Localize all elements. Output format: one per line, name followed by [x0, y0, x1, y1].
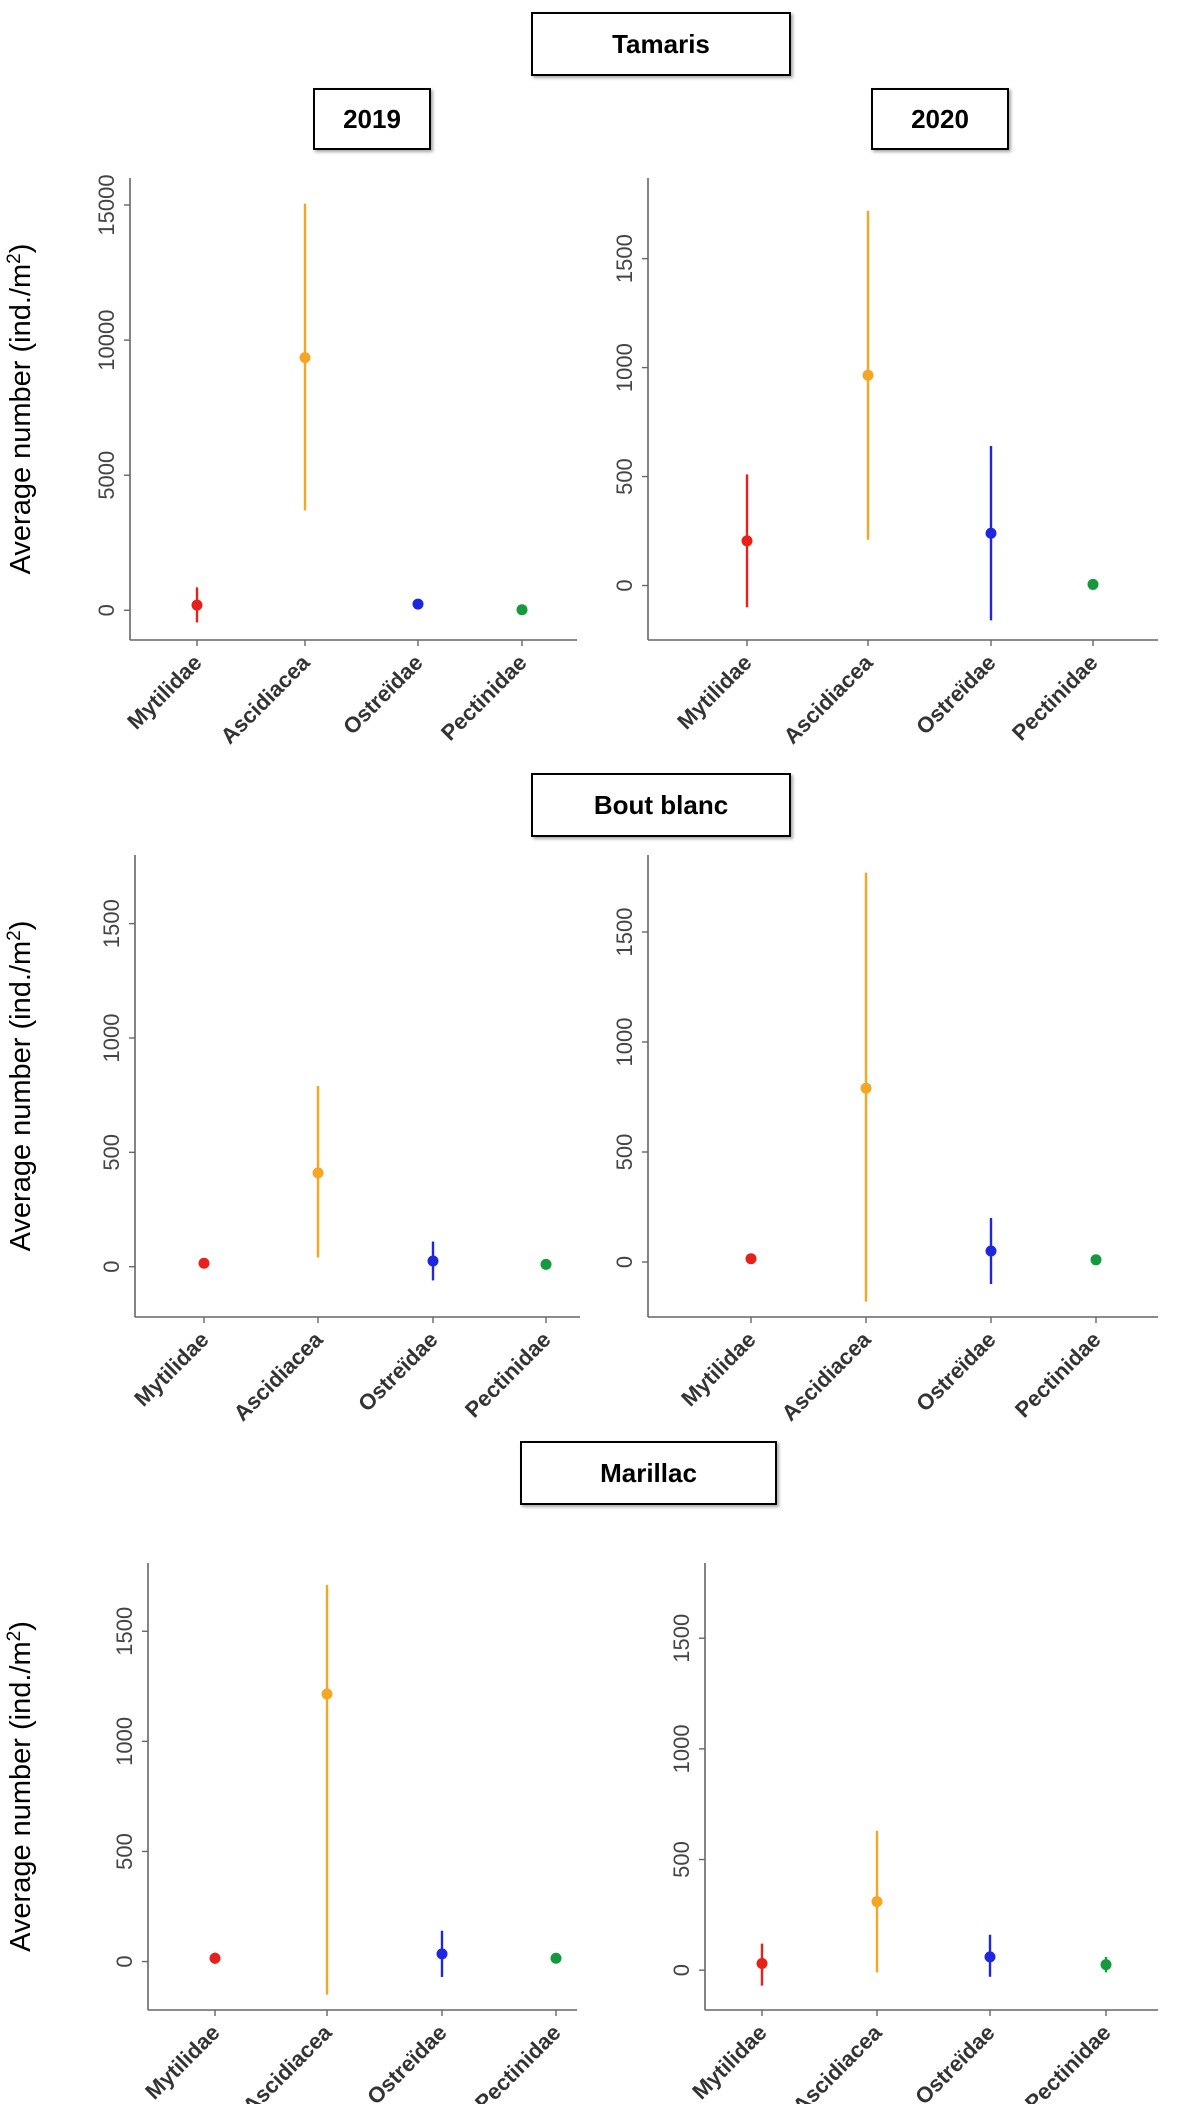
x-tick-label: Ostreïdae [362, 2020, 451, 2104]
y-tick-label: 500 [99, 1134, 124, 1171]
data-point-mytilidae [191, 599, 203, 611]
x-tick-label: Ascidiacea [216, 649, 316, 749]
data-point-ascidiacea [312, 1167, 324, 1179]
y-axis-title: Average number (ind./m2) [4, 244, 38, 575]
y-tick-label: 5000 [94, 451, 119, 500]
y-tick-label: 0 [612, 1256, 637, 1268]
x-tick-label: Ostreïdae [338, 650, 427, 739]
x-tick-label: Ascidiacea [238, 2019, 338, 2104]
data-point-mytilidae [745, 1253, 757, 1265]
x-tick-label: Ascidiacea [229, 1326, 329, 1426]
data-point-ascidiacea [321, 1688, 333, 1700]
data-point-ascidiacea [862, 369, 874, 381]
x-tick-label: Ostreïdae [910, 2020, 999, 2104]
x-tick-label: Mytilidae [140, 2020, 224, 2104]
y-tick-label: 1000 [112, 1717, 137, 1766]
y-tick-label: 1000 [669, 1724, 694, 1773]
data-point-ostreidae [427, 1255, 439, 1267]
y-tick-label: 0 [99, 1261, 124, 1273]
data-point-pectinidae [516, 604, 528, 616]
y-tick-label: 1500 [612, 908, 637, 957]
data-point-ascidiacea [871, 1896, 883, 1908]
data-point-ostreidae [412, 598, 424, 610]
chart-panel-tamaris-2020: 0 500 1000 1500 Mytilidae Ascidiacea Ostreïdae… [612, 178, 1158, 749]
site-title-tamaris: Tamaris [531, 12, 791, 76]
x-tick-label: Mytilidae [122, 650, 206, 734]
x-tick-label: Mytilidae [687, 2020, 771, 2104]
data-point-pectinidae [1087, 578, 1099, 590]
y-tick-label: 0 [112, 1955, 137, 1967]
x-tick-label: Ascidiacea [777, 1326, 877, 1426]
year-title-2019: 2019 [313, 88, 431, 150]
y-tick-label: 500 [612, 1134, 637, 1171]
site-title-marillac: Marillac [520, 1441, 777, 1505]
y-axis-title: Average number (ind./m2) [4, 921, 38, 1252]
y-tick-label: 10000 [94, 310, 119, 371]
data-point-ostreidae [985, 1245, 997, 1257]
x-tick-label: Pectinidae [460, 1327, 555, 1422]
y-tick-label: 500 [112, 1833, 137, 1870]
data-point-mytilidae [756, 1958, 768, 1970]
x-tick-label: Ostreïdae [353, 1327, 442, 1416]
x-tick-label: Mytilidae [129, 1327, 213, 1411]
x-tick-label: Pectinidae [470, 2020, 565, 2104]
y-tick-label: 1500 [112, 1607, 137, 1656]
data-point-pectinidae [550, 1952, 562, 1964]
y-tick-label: 1500 [612, 234, 637, 283]
x-tick-label: Ascidiacea [779, 649, 879, 749]
x-tick-label: Mytilidae [672, 650, 756, 734]
data-point-pectinidae [1090, 1254, 1102, 1266]
y-tick-label: 15000 [94, 174, 119, 235]
x-tick-label: Pectinidae [1007, 650, 1102, 745]
data-point-ostreidae [984, 1951, 996, 1963]
x-tick-label: Pectinidae [436, 650, 531, 745]
x-tick-label: Pectinidae [1020, 2020, 1115, 2104]
x-tick-label: Ostreïdae [911, 1327, 1000, 1416]
year-title-2020: 2020 [871, 88, 1009, 150]
y-tick-label: 0 [94, 604, 119, 616]
y-tick-label: 1000 [99, 1013, 124, 1062]
data-point-ostreidae [985, 527, 997, 539]
x-tick-label: Mytilidae [676, 1327, 760, 1411]
chart-panel-tamaris-2019: 0 5000 10000 15000 Mytilidae Ascidiacea Ostreï… [4, 174, 577, 749]
data-point-mytilidae [198, 1257, 210, 1269]
y-tick-label: 500 [669, 1841, 694, 1878]
y-tick-label: 0 [612, 579, 637, 591]
data-point-pectinidae [540, 1258, 552, 1270]
x-tick-label: Pectinidae [1010, 1327, 1105, 1422]
y-tick-label: 0 [669, 1964, 694, 1976]
data-point-pectinidae [1100, 1959, 1112, 1971]
chart-panel-marillac-2019: 0 500 1000 1500 Mytilidae Ascidiacea Ostreïdae… [4, 1563, 577, 2104]
y-tick-label: 1500 [669, 1614, 694, 1663]
data-point-mytilidae [741, 535, 753, 547]
chart-panel-marillac-2020: 0 500 1000 1500 Mytilidae Ascidiacea Ostreïdae… [669, 1563, 1158, 2104]
chart-panel-bout-blanc-2019: 0 500 1000 1500 Mytilidae Ascidiacea Ostreïdae… [4, 855, 580, 1426]
y-tick-label: 1500 [99, 899, 124, 948]
y-tick-label: 1000 [612, 1018, 637, 1067]
site-title-bout-blanc: Bout blanc [531, 773, 791, 837]
data-point-mytilidae [209, 1952, 221, 1964]
data-point-ostreidae [436, 1948, 448, 1960]
y-tick-label: 1000 [612, 343, 637, 392]
x-tick-label: Ascidiacea [788, 2019, 888, 2104]
data-point-ascidiacea [299, 352, 311, 364]
chart-panel-bout-blanc-2020: 0 500 1000 1500 Mytilidae Ascidiacea Ostreïdae… [612, 855, 1158, 1426]
x-tick-label: Ostreïdae [911, 650, 1000, 739]
y-tick-label: 500 [612, 458, 637, 495]
y-axis-title: Average number (ind./m2) [4, 1621, 38, 1952]
data-point-ascidiacea [860, 1082, 872, 1094]
